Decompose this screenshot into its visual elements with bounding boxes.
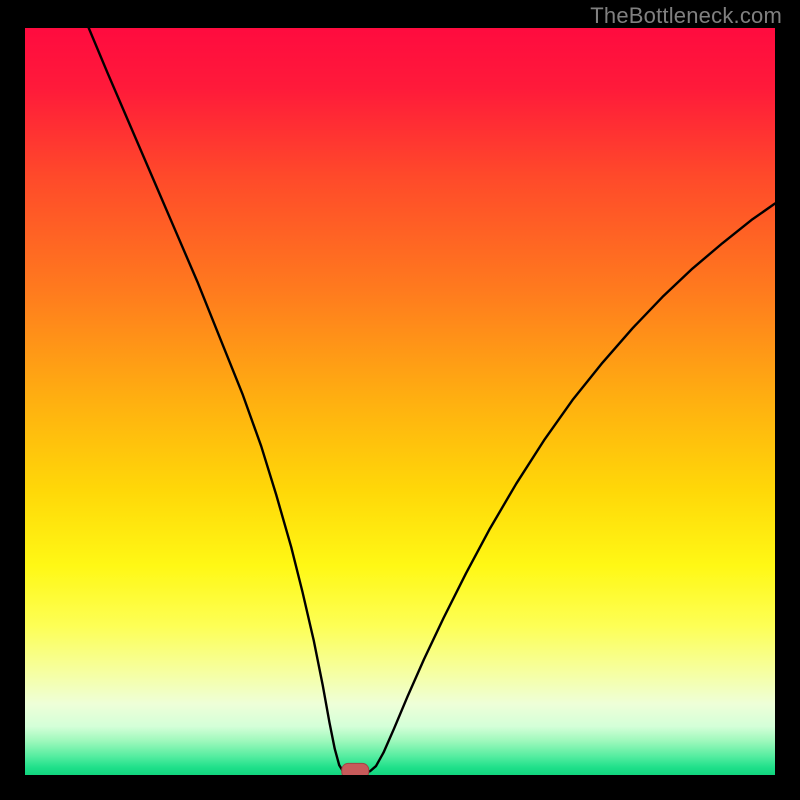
optimum-marker bbox=[341, 763, 369, 775]
bottleneck-curve bbox=[89, 28, 775, 773]
chart-stage: TheBottleneck.com bbox=[0, 0, 800, 800]
watermark-label: TheBottleneck.com bbox=[590, 3, 782, 29]
bottleneck-curve-svg bbox=[25, 28, 775, 775]
plot-area bbox=[25, 28, 775, 775]
